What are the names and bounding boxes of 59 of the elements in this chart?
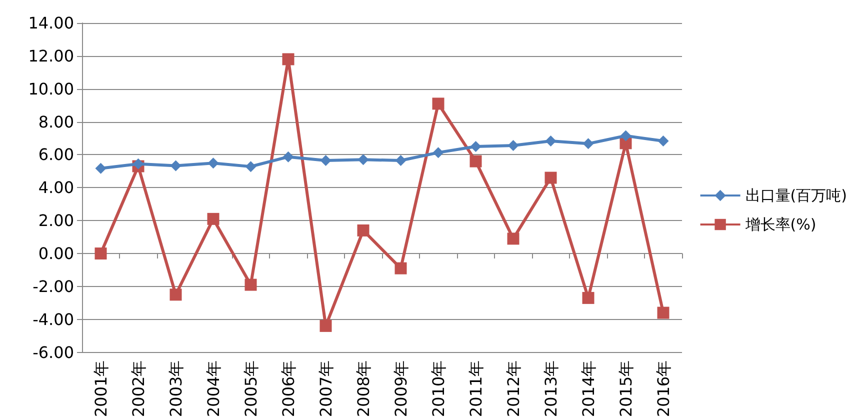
y-tick-label: 2.00 xyxy=(38,211,74,230)
y-tick-label: 14.00 xyxy=(28,14,74,32)
y-tick-label: 12.00 xyxy=(28,46,74,66)
point xyxy=(282,151,294,162)
point xyxy=(470,140,482,152)
x-tick-label: 2004年 xyxy=(204,360,223,417)
point xyxy=(207,212,220,225)
point xyxy=(170,288,182,301)
y-tick-label: 4.00 xyxy=(38,178,74,198)
point xyxy=(357,224,370,236)
point xyxy=(657,306,670,319)
y-tick-label: -4.00 xyxy=(32,310,74,329)
point xyxy=(245,161,256,172)
point xyxy=(132,158,144,170)
x-tick-label: 2007年 xyxy=(316,360,336,417)
y-tick-label: 10.00 xyxy=(28,79,74,98)
point xyxy=(95,162,106,174)
y-tick-label: -2.00 xyxy=(32,276,74,296)
x-tick-label: 2002年 xyxy=(128,360,148,417)
x-tick-label: 2014年 xyxy=(578,360,598,417)
point xyxy=(320,320,332,332)
x-tick-label: 2015年 xyxy=(616,360,636,417)
x-tick-label: 2010年 xyxy=(428,360,448,417)
point xyxy=(544,172,557,184)
point xyxy=(582,138,594,150)
legend-label: 增长率(%) xyxy=(744,216,816,234)
x-tick-label: 2005年 xyxy=(241,360,260,417)
point xyxy=(432,147,444,158)
point xyxy=(94,247,107,260)
point xyxy=(470,155,482,168)
y-tick-label: 8.00 xyxy=(38,112,74,132)
point xyxy=(320,154,332,166)
x-tick-label: 2006年 xyxy=(278,360,298,417)
point xyxy=(170,160,182,172)
x-tick-label: 2001年 xyxy=(91,360,110,417)
point xyxy=(620,130,632,142)
y-tick-label: 6.00 xyxy=(38,145,74,164)
y-tick-label: 0.00 xyxy=(38,244,74,263)
point xyxy=(394,262,407,274)
point xyxy=(358,154,369,166)
x-tick-label: 2012年 xyxy=(504,360,523,417)
x-tick-label: 2013年 xyxy=(541,360,560,417)
x-tick-label: 2009年 xyxy=(391,360,410,417)
point xyxy=(282,53,294,66)
legend-label: 出口量(百万吨) xyxy=(745,186,848,204)
point xyxy=(658,136,669,147)
point xyxy=(208,158,219,169)
x-tick-label: 2011年 xyxy=(466,360,486,417)
y-tick-label: -6.00 xyxy=(32,342,74,362)
x-tick-label: 2016年 xyxy=(654,360,673,417)
x-tick-label: 2003年 xyxy=(166,360,186,417)
point xyxy=(508,140,519,151)
point xyxy=(545,136,556,147)
point xyxy=(432,98,444,110)
x-tick-label: 2008年 xyxy=(354,360,373,417)
point xyxy=(244,278,257,291)
point xyxy=(582,292,594,304)
point xyxy=(507,232,520,245)
point xyxy=(395,154,406,166)
